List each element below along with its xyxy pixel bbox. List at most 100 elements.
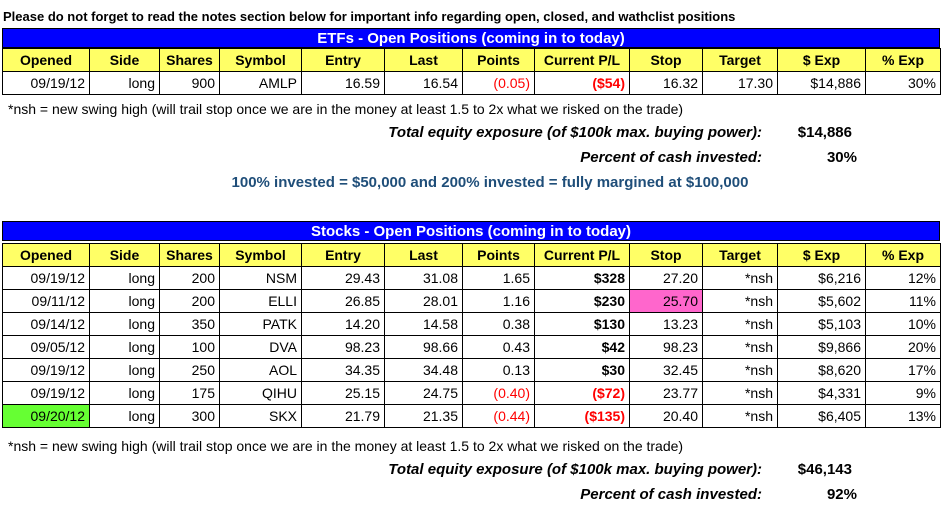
side: long xyxy=(89,335,160,359)
points: 0.13 xyxy=(462,358,535,382)
symbol: DVA xyxy=(219,335,302,359)
etf-section-title: ETFs - Open Positions (coming in to toda… xyxy=(2,28,940,48)
shares: 900 xyxy=(159,71,220,95)
column-header: $ Exp xyxy=(777,48,866,72)
column-header: Last xyxy=(384,48,463,72)
column-header: Current P/L xyxy=(534,48,630,72)
points: 1.16 xyxy=(462,289,535,313)
target: *nsh xyxy=(702,381,778,405)
percent-exposure: 17% xyxy=(865,358,941,382)
last-price: 16.54 xyxy=(384,71,463,95)
last-price: 14.58 xyxy=(384,312,463,336)
opened-date: 09/19/12 xyxy=(2,71,90,95)
entry-price: 29.43 xyxy=(301,266,385,290)
column-header: Points xyxy=(462,48,535,72)
dollar-exposure: $9,866 xyxy=(777,335,866,359)
invested-note: 100% invested = $50,000 and 200% investe… xyxy=(231,174,749,191)
table-header-row: Opened Side Shares Symbol Entry Last Points Cur… xyxy=(2,48,941,72)
last-price: 98.66 xyxy=(384,335,463,359)
column-header: Entry xyxy=(301,243,385,267)
notes-reminder: Please do not forget to read the notes s… xyxy=(3,9,736,24)
stop-price: 13.23 xyxy=(629,312,703,336)
entry-price: 14.20 xyxy=(301,312,385,336)
side: long xyxy=(89,358,160,382)
entry-price: 34.35 xyxy=(301,358,385,382)
column-header: Symbol xyxy=(219,48,302,72)
column-header: % Exp xyxy=(865,243,941,267)
symbol: ELLI xyxy=(219,289,302,313)
shares: 350 xyxy=(159,312,220,336)
points: 0.38 xyxy=(462,312,535,336)
column-header: $ Exp xyxy=(777,243,866,267)
target: *nsh xyxy=(702,266,778,290)
stocks-footnote: *nsh = new swing high (will trail stop o… xyxy=(8,438,684,454)
table-row: 09/19/12 long 200 NSM 29.43 31.08 1.65 $328 27.2… xyxy=(2,266,941,290)
stop-price: 23.77 xyxy=(629,381,703,405)
table-row: 09/11/12 long 200 ELLI 26.85 28.01 1.16 $230 25.… xyxy=(2,289,941,313)
table-header-row: Opened Side Shares Symbol Entry Last Points Cur… xyxy=(2,243,941,267)
stop-price: 20.40 xyxy=(629,404,703,428)
entry-price: 21.79 xyxy=(301,404,385,428)
etf-percent-invested-value: 30% xyxy=(826,149,857,166)
table-row: 09/19/12 long 250 AOL 34.35 34.48 0.13 $30 32.45… xyxy=(2,358,941,382)
shares: 250 xyxy=(159,358,220,382)
target: *nsh xyxy=(702,358,778,382)
opened-date: 09/19/12 xyxy=(2,381,90,405)
side: long xyxy=(89,312,160,336)
last-price: 34.48 xyxy=(384,358,463,382)
table-row: 09/05/12 long 100 DVA 98.23 98.66 0.43 $42 98.23… xyxy=(2,335,941,359)
side: long xyxy=(89,71,160,95)
opened-date: 09/05/12 xyxy=(2,335,90,359)
etf-percent-invested-label: Percent of cash invested: xyxy=(580,149,762,166)
entry-price: 98.23 xyxy=(301,335,385,359)
stocks-total-exposure-label: Total equity exposure (of $100k max. buy… xyxy=(388,461,762,478)
column-header: Opened xyxy=(2,243,90,267)
opened-date: 09/14/12 xyxy=(2,312,90,336)
current-pl: $30 xyxy=(534,358,630,382)
percent-exposure: 30% xyxy=(865,71,941,95)
side: long xyxy=(89,289,160,313)
table-row: 09/19/12 long 175 QIHU 25.15 24.75 (0.40) ($72)… xyxy=(2,381,941,405)
target: *nsh xyxy=(702,312,778,336)
current-pl: $42 xyxy=(534,335,630,359)
column-header: Symbol xyxy=(219,243,302,267)
column-header: Entry xyxy=(301,48,385,72)
column-header: Stop xyxy=(629,48,703,72)
dollar-exposure: $8,620 xyxy=(777,358,866,382)
entry-price: 26.85 xyxy=(301,289,385,313)
opened-date: 09/19/12 xyxy=(2,358,90,382)
points: 1.65 xyxy=(462,266,535,290)
percent-exposure: 11% xyxy=(865,289,941,313)
dollar-exposure: $5,602 xyxy=(777,289,866,313)
current-pl: $230 xyxy=(534,289,630,313)
symbol: AOL xyxy=(219,358,302,382)
table-row: 09/19/12 long 900 AMLP 16.59 16.54 (0.05) ($54)… xyxy=(2,71,941,95)
current-pl: ($135) xyxy=(534,404,630,428)
current-pl: ($72) xyxy=(534,381,630,405)
opened-date: 09/19/12 xyxy=(2,266,90,290)
column-header: Last xyxy=(384,243,463,267)
dollar-exposure: $6,216 xyxy=(777,266,866,290)
symbol: NSM xyxy=(219,266,302,290)
symbol: SKX xyxy=(219,404,302,428)
column-header: Side xyxy=(89,243,160,267)
target: 17.30 xyxy=(702,71,778,95)
current-pl: $130 xyxy=(534,312,630,336)
etf-total-exposure-label: Total equity exposure (of $100k max. buy… xyxy=(388,124,762,141)
stock-positions-table: Opened Side Shares Symbol Entry Last Points Cur… xyxy=(2,243,941,428)
column-header: % Exp xyxy=(865,48,941,72)
shares: 200 xyxy=(159,289,220,313)
side: long xyxy=(89,266,160,290)
stop-price: 16.32 xyxy=(629,71,703,95)
table-row: 09/14/12 long 350 PATK 14.20 14.58 0.38 $130 13.… xyxy=(2,312,941,336)
side: long xyxy=(89,404,160,428)
percent-exposure: 9% xyxy=(865,381,941,405)
dollar-exposure: $6,405 xyxy=(777,404,866,428)
points: (0.44) xyxy=(462,404,535,428)
column-header: Points xyxy=(462,243,535,267)
etf-total-exposure-value: $14,886 xyxy=(797,124,852,141)
target: *nsh xyxy=(702,289,778,313)
etf-positions-table: Opened Side Shares Symbol Entry Last Points Cur… xyxy=(2,48,941,95)
percent-exposure: 20% xyxy=(865,335,941,359)
current-pl: ($54) xyxy=(534,71,630,95)
